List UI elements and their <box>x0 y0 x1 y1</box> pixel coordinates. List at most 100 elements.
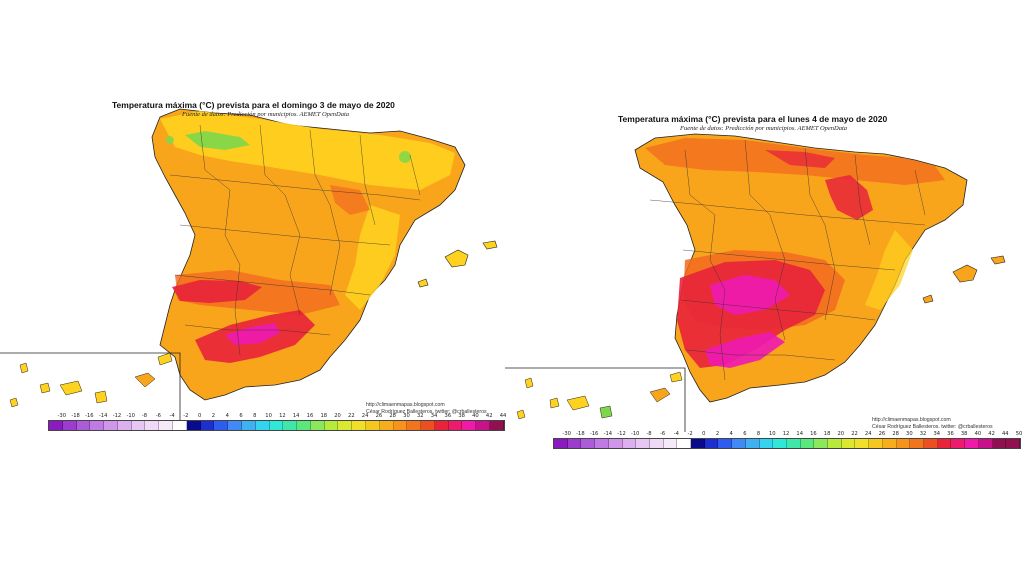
temperature-map-monday <box>505 133 1006 432</box>
scale-tick-label: 40 <box>974 431 982 437</box>
scale-tick-label: -18 <box>576 431 585 437</box>
scale-tick-label: 16 <box>306 413 314 419</box>
scale-swatch <box>186 421 201 430</box>
scale-swatch <box>476 421 490 430</box>
scale-swatch <box>159 421 174 430</box>
scale-swatch <box>62 421 77 430</box>
balearic-islands <box>444 249 469 268</box>
scale-tick-label: 26 <box>878 431 886 437</box>
scale-tick-label: 10 <box>265 413 272 419</box>
scale-tick-label: -10 <box>126 413 135 419</box>
scale-tick-label: -14 <box>98 413 108 419</box>
scale-tick-label: -6 <box>155 413 161 419</box>
province-borders <box>169 124 421 356</box>
temperature-map-sunday <box>0 108 498 425</box>
map-title-monday: Temperatura máxima (°C) prevista para el… <box>618 114 888 124</box>
scale-swatch <box>965 439 979 448</box>
scale-swatch <box>352 421 366 430</box>
region-cooler <box>160 111 455 190</box>
scale-swatch <box>117 421 132 430</box>
scale-tick-label: 44 <box>499 413 507 419</box>
scale-swatch <box>677 439 692 448</box>
scale-tick-label: 16 <box>810 431 817 437</box>
canary-islands <box>516 371 683 420</box>
scale-tick-label: 30 <box>906 431 913 437</box>
scale-swatch <box>759 439 774 448</box>
scale-swatch <box>448 421 463 430</box>
region-extreme <box>225 323 280 345</box>
canary-islands <box>9 352 173 408</box>
scale-swatch <box>786 439 801 448</box>
scale-swatch <box>393 421 408 430</box>
scale-tick-label: 22 <box>851 431 858 437</box>
scale-swatch <box>636 439 650 448</box>
scale-swatch <box>828 439 842 448</box>
scale-tick-label: -18 <box>71 413 80 419</box>
scale-tick-label: -4 <box>169 413 175 419</box>
scale-swatch <box>462 421 477 430</box>
scale-tick-label: 28 <box>892 431 899 437</box>
scale-swatch <box>622 439 637 448</box>
scale-tick-label: -16 <box>589 431 599 437</box>
credit-monday: http://climaenmapas.blogspot.com César R… <box>872 417 993 430</box>
scale-swatch <box>773 439 787 448</box>
scale-swatch <box>554 439 568 448</box>
scale-tick-label: -16 <box>85 413 94 419</box>
scale-swatch <box>131 421 146 430</box>
scale-tick-label: 26 <box>375 413 383 419</box>
region-cooler <box>865 230 913 310</box>
region-cooler-east <box>345 205 400 310</box>
scale-tick-label: 44 <box>1001 431 1009 437</box>
region-very-hot-guadiana <box>172 280 262 303</box>
scale-swatch <box>800 439 815 448</box>
scale-tick-label: 50 <box>1015 431 1023 437</box>
scale-swatch <box>76 421 91 430</box>
scale-tick-label: 14 <box>292 413 300 419</box>
scale-swatch <box>1006 439 1020 448</box>
scale-tick-label: 0 <box>702 431 706 437</box>
scale-swatch <box>718 439 733 448</box>
credit-url: http://climaenmapas.blogspot.com <box>872 417 951 423</box>
scale-tick-label: 6 <box>743 431 747 437</box>
scale-swatch <box>200 421 215 430</box>
scale-tick-label: 0 <box>198 413 202 419</box>
scale-swatch <box>104 421 118 430</box>
scale-tick-label: 4 <box>225 413 229 419</box>
scale-swatch <box>923 439 938 448</box>
scale-tick-label: 14 <box>796 431 804 437</box>
scale-tick-label: -8 <box>646 431 652 437</box>
scale-tick-label: -6 <box>660 431 666 437</box>
region-very-hot-north <box>765 150 835 168</box>
scale-tick-label: 2 <box>715 431 720 437</box>
scale-tick-label: 32 <box>416 413 424 419</box>
map-subtitle-sunday: Fuente de datos: Predicción por municipi… <box>182 111 350 118</box>
scale-swatch <box>490 421 504 430</box>
scale-tick-label: 8 <box>253 413 257 419</box>
scale-tick-label: 18 <box>823 431 831 437</box>
balearic-islands <box>952 264 978 283</box>
scale-labels-sunday: -30 -18 -16 -14 -12 -10 -8 -6 -4 -2 0 2 4 6 8 10 12 14 16 1… <box>48 413 507 420</box>
scale-swatch <box>691 439 705 448</box>
scale-swatch <box>310 421 325 430</box>
scale-swatch <box>855 439 870 448</box>
map-panel-sunday <box>0 95 505 435</box>
map-subtitle-monday: Fuente de datos: Predicción por municipi… <box>680 125 848 132</box>
scale-swatch <box>745 439 760 448</box>
scale-tick-label: -12 <box>112 413 122 419</box>
color-scale-sunday <box>48 420 505 431</box>
region-extreme-south <box>705 332 785 368</box>
color-scale-monday <box>553 438 1021 449</box>
scale-swatch <box>421 421 435 430</box>
scale-tick-label: 38 <box>960 431 968 437</box>
scale-tick-label: 34 <box>430 413 438 419</box>
scale-swatch <box>910 439 924 448</box>
scale-tick-label: -2 <box>183 413 189 419</box>
scale-swatch <box>49 421 63 430</box>
scale-swatch <box>704 439 719 448</box>
scale-swatch <box>992 439 1007 448</box>
scale-swatch <box>228 421 242 430</box>
scale-tick-label: 20 <box>837 431 845 437</box>
scale-tick-label: 18 <box>320 413 328 419</box>
scale-swatch <box>649 439 664 448</box>
canary-inset-frame <box>505 367 686 432</box>
